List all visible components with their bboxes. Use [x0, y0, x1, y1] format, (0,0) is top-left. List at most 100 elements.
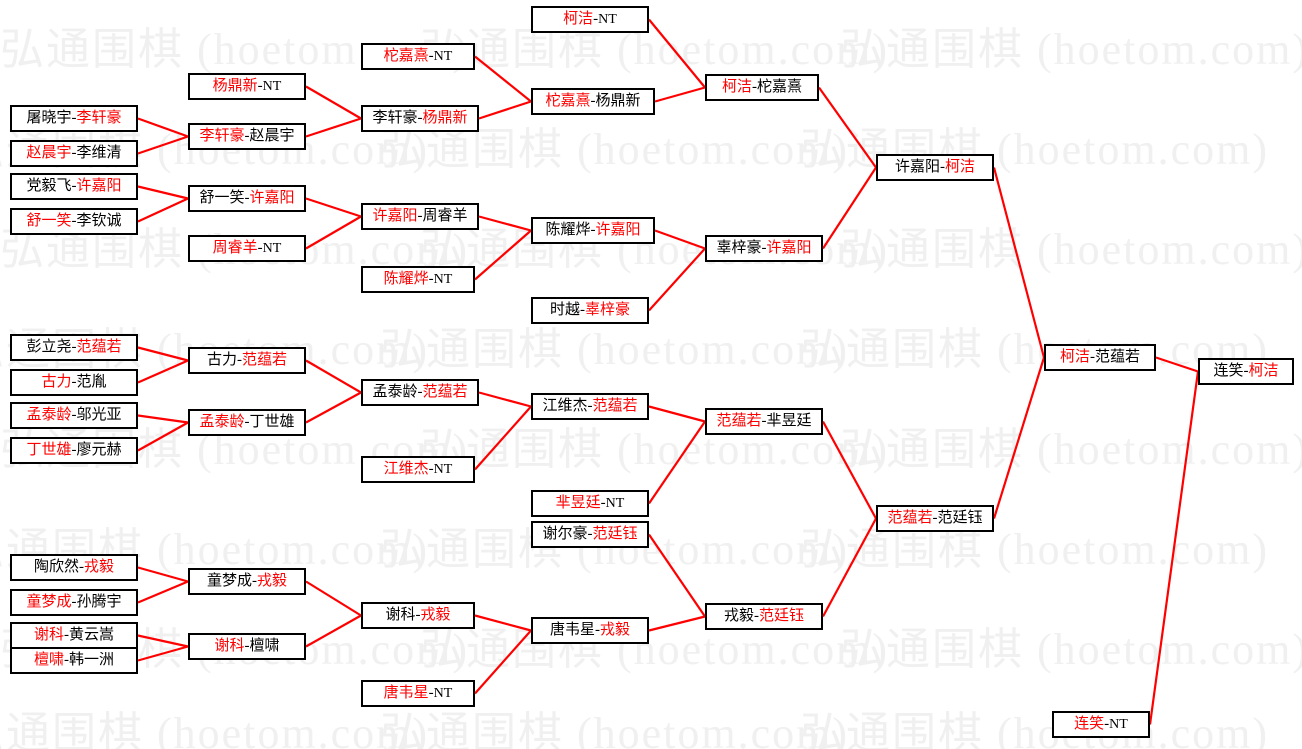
match-box[interactable]: 芈昱廷-NT	[531, 490, 649, 517]
match-box[interactable]: 许嘉阳-周睿羊	[361, 203, 479, 230]
player-left: 芈昱廷	[555, 495, 601, 511]
match-box[interactable]: 童梦成-戎毅	[188, 568, 306, 595]
player-left: 屠晓宇	[26, 110, 72, 126]
bracket-connector	[648, 420, 706, 505]
bracket-connector	[654, 229, 706, 250]
match-box[interactable]: 孟泰龄-范蕴若	[361, 379, 479, 406]
match-box[interactable]: 童梦成-孙腾宇	[10, 589, 138, 616]
match-box[interactable]: 古力-范胤	[10, 369, 138, 396]
bracket-connector	[648, 247, 706, 312]
match-box[interactable]: 李轩豪-杨鼎新	[361, 105, 479, 132]
bracket-connector	[474, 55, 532, 103]
match-box[interactable]: 江维杰-范蕴若	[531, 393, 649, 420]
match-box[interactable]: 柯洁-柁嘉熹	[705, 74, 819, 101]
match-box[interactable]: 孟泰龄-邬光亚	[10, 402, 138, 429]
match-box[interactable]: 赵晨宇-李维清	[10, 140, 138, 167]
match-box[interactable]: 舒一笑-李钦诚	[10, 208, 138, 235]
match-box[interactable]: 杨鼎新-NT	[188, 73, 306, 100]
player-right: 范廷钰	[937, 510, 983, 526]
match-box[interactable]: 辜梓豪-许嘉阳	[705, 235, 823, 262]
bracket-connector	[474, 629, 532, 695]
vs-separator: -	[257, 78, 263, 94]
bye-label: NT	[433, 272, 453, 287]
watermark-text: 弘通围棋 (hoetom.com)	[380, 325, 850, 374]
vs-separator: -	[752, 79, 757, 95]
match-box[interactable]: 周睿羊-NT	[188, 235, 306, 262]
bracket-connector	[137, 359, 189, 384]
match-box[interactable]: 孟泰龄-丁世雄	[188, 409, 306, 436]
match-box[interactable]: 柁嘉熹-NT	[361, 43, 475, 70]
vs-separator: -	[244, 128, 250, 144]
bracket-connector	[137, 197, 189, 223]
match-box[interactable]: 谢科-黄云嵩	[10, 622, 138, 649]
match-box[interactable]: 柁嘉熹-杨鼎新	[531, 88, 655, 115]
bye-label: NT	[598, 12, 617, 27]
match-box[interactable]: 彭立尧-范蕴若	[10, 334, 138, 361]
match-box[interactable]: 谢科-檀啸	[188, 633, 306, 660]
match-box[interactable]: 陈耀烨-NT	[361, 266, 475, 293]
bracket-connector	[137, 645, 189, 662]
player-right: 范蕴若	[592, 398, 638, 414]
bracket-connector	[305, 117, 362, 138]
match-box[interactable]: 连笑-柯洁	[1198, 358, 1294, 385]
bracket-connector	[137, 580, 189, 604]
vs-separator: -	[252, 573, 257, 589]
player-right: 廖元赫	[76, 442, 122, 458]
match-box[interactable]: 屠晓宇-李轩豪	[10, 105, 138, 132]
match-box[interactable]: 李轩豪-赵晨宇	[188, 123, 306, 150]
match-box[interactable]: 江维杰-NT	[361, 456, 475, 483]
player-right: 范廷钰	[592, 526, 638, 542]
vs-separator: -	[587, 398, 593, 414]
vs-separator: -	[932, 510, 938, 526]
match-box[interactable]: 柯洁-NT	[531, 6, 649, 33]
match-box[interactable]: 陶欣然-戎毅	[10, 554, 138, 581]
match-box[interactable]: 谢科-戎毅	[361, 602, 475, 629]
player-left: 唐韦星	[549, 622, 595, 638]
match-box[interactable]: 连笑-NT	[1052, 711, 1150, 738]
player-right: 柁嘉熹	[757, 79, 803, 95]
vs-separator: -	[417, 110, 423, 126]
vs-separator: -	[417, 384, 423, 400]
match-box[interactable]: 唐韦星-戎毅	[531, 617, 649, 644]
match-box[interactable]: 古力-范蕴若	[188, 347, 306, 374]
player-left: 许嘉阳	[894, 159, 940, 175]
bracket-connector	[305, 391, 362, 424]
match-box[interactable]: 唐韦星-NT	[361, 680, 475, 707]
player-left: 孟泰龄	[372, 384, 418, 400]
player-left: 辜梓豪	[716, 240, 762, 256]
player-left: 连笑	[1213, 363, 1244, 379]
bye-label: NT	[1109, 717, 1128, 732]
bracket-connector	[474, 229, 532, 281]
match-box[interactable]: 丁世雄-廖元赫	[10, 437, 138, 464]
match-box[interactable]: 谢尔豪-范廷钰	[531, 521, 649, 548]
vs-separator: -	[428, 461, 434, 477]
match-box[interactable]: 戎毅-范廷钰	[705, 603, 823, 630]
bracket-connector	[137, 135, 189, 155]
match-box[interactable]: 檀啸-韩一洲	[10, 647, 138, 674]
watermark-text: 弘通围棋 (hoetom.com)	[840, 425, 1302, 474]
bracket-connector	[822, 517, 877, 618]
player-left: 柯洁	[563, 11, 594, 27]
vs-separator: -	[428, 685, 434, 701]
player-left: 党毅飞	[26, 178, 72, 194]
match-box[interactable]: 舒一笑-许嘉阳	[188, 185, 306, 212]
match-box[interactable]: 陈耀烨-许嘉阳	[531, 217, 655, 244]
player-right: 辜梓豪	[585, 302, 631, 318]
match-box[interactable]: 许嘉阳-柯洁	[876, 154, 994, 181]
match-box[interactable]: 柯洁-范蕴若	[1044, 344, 1156, 371]
player-right: 杨鼎新	[595, 93, 641, 109]
player-left: 陈耀烨	[383, 271, 429, 287]
player-left: 范蕴若	[716, 413, 762, 429]
match-box[interactable]: 范蕴若-芈昱廷	[705, 408, 823, 435]
match-box[interactable]: 党毅飞-许嘉阳	[10, 173, 138, 200]
match-box[interactable]: 时越-辜梓豪	[531, 297, 649, 324]
vs-separator: -	[600, 495, 606, 511]
watermark-text: 弘通围棋 (hoetom.com)	[420, 25, 890, 74]
player-right: 范胤	[76, 374, 107, 390]
match-box[interactable]: 范蕴若-范廷钰	[876, 505, 994, 532]
watermark-text: 弘通围棋 (hoetom.com)	[800, 125, 1270, 174]
vs-separator: -	[1104, 716, 1110, 732]
player-right: 柯洁	[1248, 363, 1279, 379]
vs-separator: -	[71, 213, 77, 229]
